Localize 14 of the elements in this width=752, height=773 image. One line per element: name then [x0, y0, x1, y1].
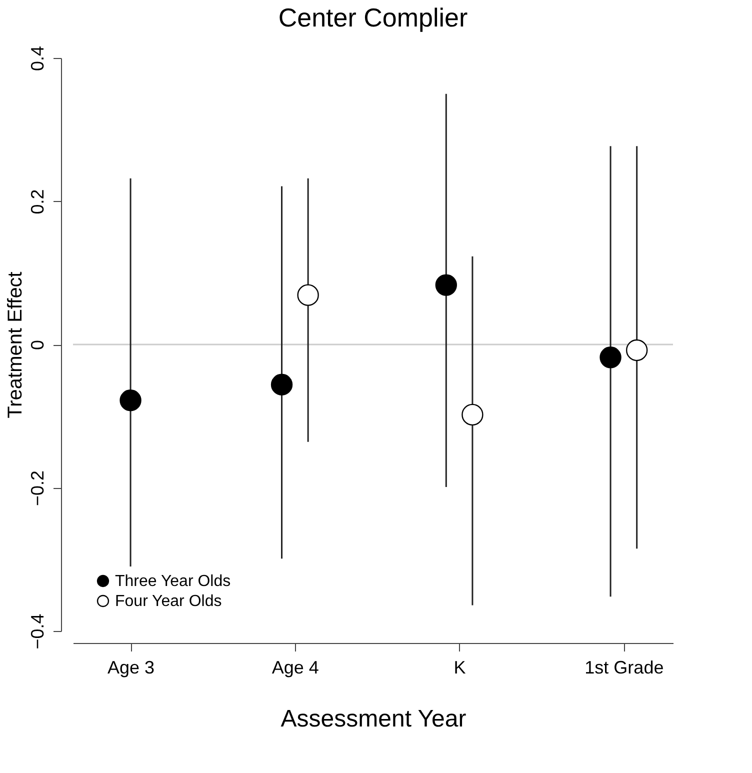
x-axis-title: Assessment Year [280, 706, 466, 732]
y-axis-title: Treatment Effect [4, 271, 26, 418]
x-tick-label: K [454, 658, 466, 678]
legend-label: Three Year Olds [115, 573, 231, 590]
x-tick-label: 1st Grade [584, 658, 664, 678]
chart-title: Center Complier [278, 2, 468, 32]
y-tick-label: 0.2 [28, 189, 48, 214]
legend-label: Four Year Olds [115, 593, 222, 610]
y-tick-label: 0 [28, 340, 48, 350]
x-tick-label: Age 4 [272, 658, 319, 678]
y-tick-label: −0.2 [28, 470, 48, 506]
y-tick-label: −0.4 [28, 614, 48, 650]
x-tick-label: Age 3 [108, 658, 155, 678]
y-tick-label: 0.4 [28, 46, 48, 72]
